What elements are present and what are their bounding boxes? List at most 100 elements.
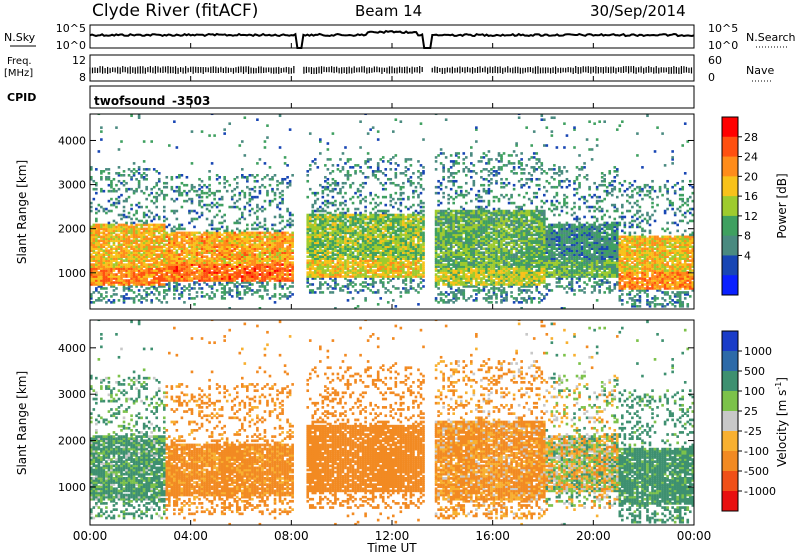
power-cell: [329, 291, 332, 294]
power-cell: [142, 241, 146, 245]
power-cell: [344, 245, 347, 249]
power-cell: [417, 195, 420, 199]
power-cell: [308, 237, 312, 241]
power-cell: [361, 275, 365, 278]
power-cell: [404, 273, 408, 276]
power-cell: [238, 233, 242, 237]
power-cell: [200, 130, 204, 133]
power-cell: [241, 243, 244, 247]
power-cell: [371, 259, 375, 262]
power-cell: [180, 287, 184, 290]
power-cell: [110, 209, 113, 213]
power-cell: [286, 267, 289, 270]
power-cell: [145, 265, 148, 268]
power-cell: [150, 269, 153, 272]
power-cell: [220, 261, 224, 264]
power-cell: [228, 279, 232, 282]
power-cell: [90, 241, 93, 245]
power-cell: [117, 277, 121, 280]
power-cell: [203, 279, 206, 282]
power-cell: [253, 279, 257, 282]
power-cell: [200, 199, 204, 203]
power-cell: [326, 215, 330, 219]
power-cell: [278, 259, 282, 262]
power-cell: [183, 235, 186, 239]
power-cell: [308, 168, 312, 171]
power-cell: [92, 273, 96, 276]
power-cell: [371, 265, 375, 268]
power-cell: [407, 213, 410, 217]
power-cell: [173, 297, 176, 300]
power-cell: [266, 277, 269, 280]
power-cell: [256, 253, 259, 256]
power-cell: [100, 177, 103, 181]
power-cell: [364, 271, 367, 274]
power-cell: [190, 277, 194, 280]
power-cell: [389, 223, 393, 227]
power-cell: [125, 259, 128, 262]
power-cell: [266, 273, 269, 276]
power-cell: [228, 293, 232, 296]
power-cell: [213, 251, 216, 255]
power-cell: [90, 205, 93, 209]
power-cell: [344, 285, 347, 288]
power-cell: [198, 257, 201, 260]
power-cell: [361, 269, 365, 272]
power-cell: [402, 181, 405, 185]
power-cell: [366, 269, 370, 272]
power-cell: [150, 249, 153, 253]
power-cell: [135, 235, 138, 239]
power-cell: [208, 177, 211, 181]
power-cell: [97, 261, 101, 264]
power-cell: [248, 239, 252, 243]
power-cell: [326, 199, 330, 203]
power-cell: [379, 158, 383, 161]
power-cell: [324, 221, 327, 225]
power-cell: [271, 199, 274, 203]
power-cell: [132, 269, 136, 272]
power-cell: [404, 205, 408, 209]
power-cell: [381, 239, 385, 243]
power-cell: [434, 215, 438, 219]
power-cell: [120, 265, 123, 268]
power-cell: [386, 281, 390, 284]
power-cell: [281, 245, 284, 249]
power-cell: [364, 255, 367, 258]
power-cell: [263, 247, 267, 251]
power-cell: [215, 249, 219, 253]
power-cell: [137, 253, 141, 256]
power-cell: [319, 235, 322, 239]
power-cell: [180, 293, 184, 296]
power-cell: [278, 253, 282, 256]
power-cell: [120, 257, 123, 260]
power-cell: [125, 273, 128, 276]
power-cell: [233, 193, 237, 197]
power-cell: [122, 279, 126, 282]
power-cell: [412, 239, 415, 243]
power-cell: [162, 297, 166, 300]
power-cell: [135, 211, 138, 215]
power-cell: [110, 285, 113, 288]
power-cell: [336, 265, 340, 268]
power-cell: [168, 233, 171, 237]
power-cell: [183, 237, 186, 241]
power-cell: [399, 251, 403, 255]
power-cell: [205, 233, 209, 237]
power-cell: [205, 259, 209, 262]
power-cell: [115, 293, 118, 296]
power-cell: [369, 245, 372, 249]
power-cell: [97, 245, 101, 249]
power-cell: [437, 241, 440, 245]
power-cell: [331, 253, 335, 256]
power-cell: [261, 263, 264, 266]
power-cell: [278, 283, 282, 286]
power-cell: [112, 227, 116, 231]
power-cell: [200, 237, 204, 241]
power-cell: [248, 199, 252, 203]
power-cell: [397, 277, 400, 280]
power-cell: [205, 245, 209, 249]
power-cell: [394, 191, 398, 195]
power-cell: [210, 231, 214, 235]
power-cell: [311, 235, 315, 239]
power-cell: [344, 239, 347, 243]
